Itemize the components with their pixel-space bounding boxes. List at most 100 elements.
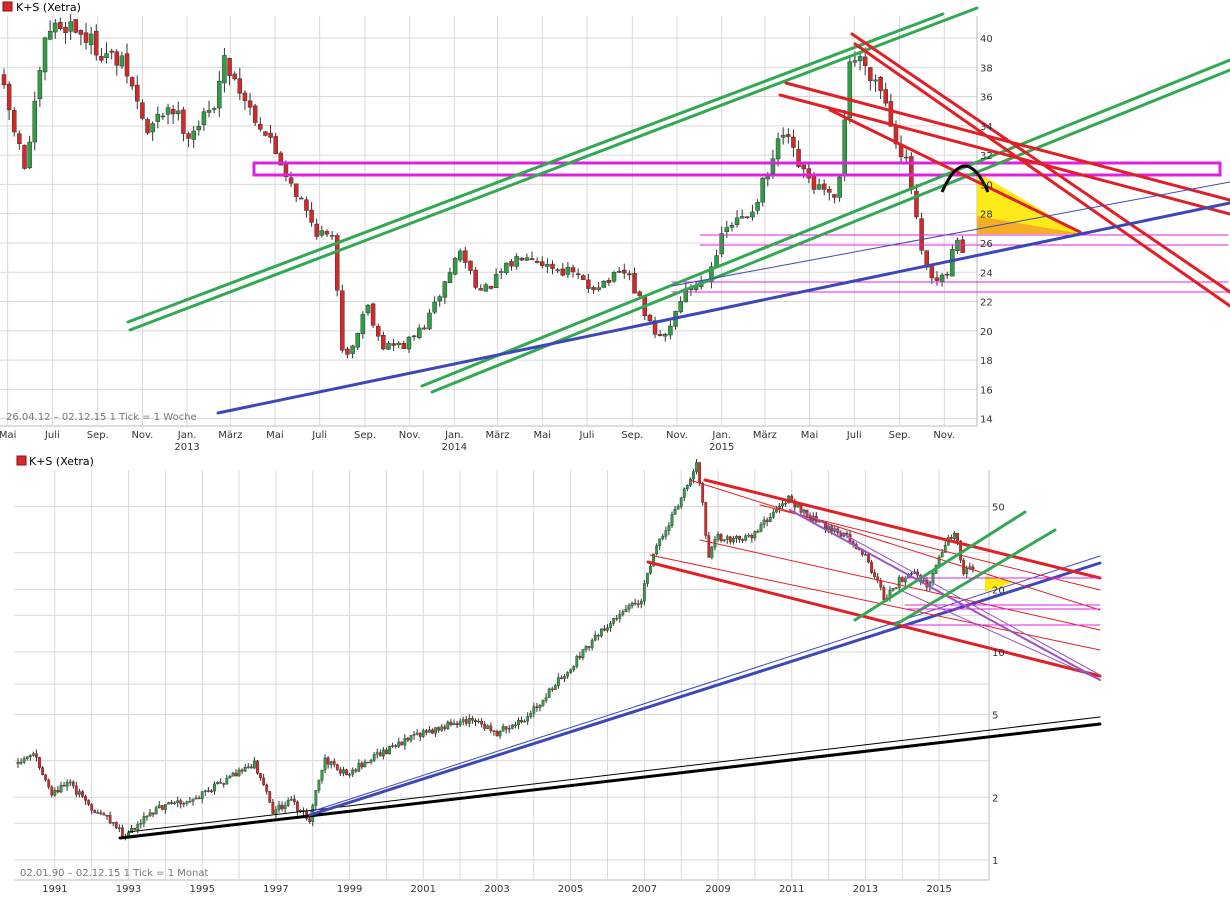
candle-body	[304, 199, 309, 211]
candle-body	[738, 535, 741, 540]
resistance-zone	[252, 161, 1222, 177]
red-trendline	[699, 539, 1101, 631]
candle-body	[19, 761, 23, 764]
candle-body	[929, 265, 935, 279]
candle-body	[837, 176, 842, 198]
candle-body	[22, 758, 26, 763]
candle-body	[314, 223, 319, 237]
candle-body	[129, 77, 135, 87]
candle-body	[480, 720, 484, 725]
x-tick-label: 2013	[853, 884, 878, 895]
candle-body	[249, 766, 253, 769]
candle-body	[41, 767, 44, 776]
candle-body	[319, 230, 325, 236]
candle-body	[32, 100, 38, 143]
red-square-icon	[16, 455, 27, 466]
candle-body	[47, 30, 53, 40]
candle-body	[882, 587, 886, 600]
x-tick-label: 2009	[705, 884, 730, 895]
candle-body	[381, 749, 385, 757]
candle-body	[745, 216, 750, 218]
y-tick-label: 30	[980, 180, 993, 191]
candle-body	[197, 797, 201, 800]
candle-body	[228, 775, 232, 779]
candle-body	[56, 790, 60, 793]
candle-body	[28, 754, 32, 758]
candle-body	[363, 761, 367, 768]
candle-body	[326, 757, 330, 765]
candle-body	[342, 769, 345, 774]
candle-body	[350, 345, 355, 354]
candle-body	[388, 746, 391, 755]
candle-body	[612, 618, 616, 624]
candle-body	[903, 577, 907, 583]
candle-body	[130, 828, 134, 834]
y-tick-label: 20	[980, 327, 993, 338]
monthly-y-axis: 1 2 5 10 20 50	[992, 503, 1005, 867]
candle-body	[242, 92, 248, 102]
candle-body	[867, 554, 870, 563]
weekly-chart-info: 26.04.12 – 02.12.15 1 Tick = 1 Woche	[6, 412, 197, 423]
candle-body	[206, 109, 212, 113]
candle-body	[670, 514, 674, 526]
candle-body	[35, 753, 38, 758]
candle-body	[477, 720, 480, 723]
candle-body	[939, 274, 945, 282]
candle-body	[155, 113, 161, 122]
y-tick-label: 16	[980, 385, 993, 396]
candle-body	[412, 734, 416, 736]
candle-body	[532, 706, 536, 714]
candle-body	[370, 303, 376, 326]
candle-body	[556, 677, 560, 686]
candle-body	[421, 730, 425, 737]
candle-body	[355, 333, 360, 348]
candle-body	[695, 462, 698, 472]
candle-body	[618, 614, 622, 619]
candle-body	[432, 301, 437, 313]
weekly-trendlines	[126, 6, 1230, 415]
candle-body	[90, 804, 94, 811]
candle-body	[857, 56, 863, 62]
x-tick-label: 2007	[632, 884, 657, 895]
candle-body	[956, 532, 959, 542]
black-trendline	[127, 716, 1101, 833]
candle-body	[17, 133, 22, 144]
candle-body	[658, 538, 662, 546]
red-trendline	[689, 479, 1101, 611]
candle-body	[486, 725, 490, 729]
candle-body	[360, 762, 364, 768]
candle-body	[704, 502, 708, 536]
candle-body	[176, 800, 180, 803]
candle-body	[747, 535, 751, 537]
candle-body	[734, 217, 740, 225]
weekly-x-axis: Mai Juli Sep. Nov. Jan. März Mai Juli Sep. Nov. Ja…	[0, 430, 955, 453]
candle-body	[900, 577, 904, 583]
candle-body	[256, 760, 259, 774]
candle-body	[801, 164, 806, 170]
candle-body	[96, 812, 100, 814]
candle-body	[873, 79, 878, 82]
candle-body	[735, 535, 738, 539]
candle-body	[965, 568, 969, 575]
candle-body	[601, 280, 607, 288]
candle-body	[864, 554, 867, 556]
candle-body	[247, 100, 253, 108]
candle-body	[565, 266, 571, 275]
candle-body	[274, 809, 278, 814]
candle-body	[519, 257, 524, 261]
candle-body	[117, 827, 121, 829]
candle-body	[468, 260, 473, 271]
candle-body	[37, 70, 43, 100]
candle-body	[160, 805, 164, 810]
candle-body	[232, 73, 237, 80]
candle-body	[682, 488, 686, 498]
candle-body	[109, 50, 114, 53]
candle-body	[332, 761, 336, 765]
candle-body	[534, 260, 540, 263]
monthly-chart: 1 2 5 10 20 50 1991 1993 1995 1997 1999 2001 2003 20…	[14, 455, 1102, 895]
candle-body	[409, 734, 413, 741]
candle-body	[830, 525, 834, 532]
candle-body	[501, 726, 505, 732]
candle-body	[418, 732, 422, 737]
candle-body	[401, 342, 407, 349]
